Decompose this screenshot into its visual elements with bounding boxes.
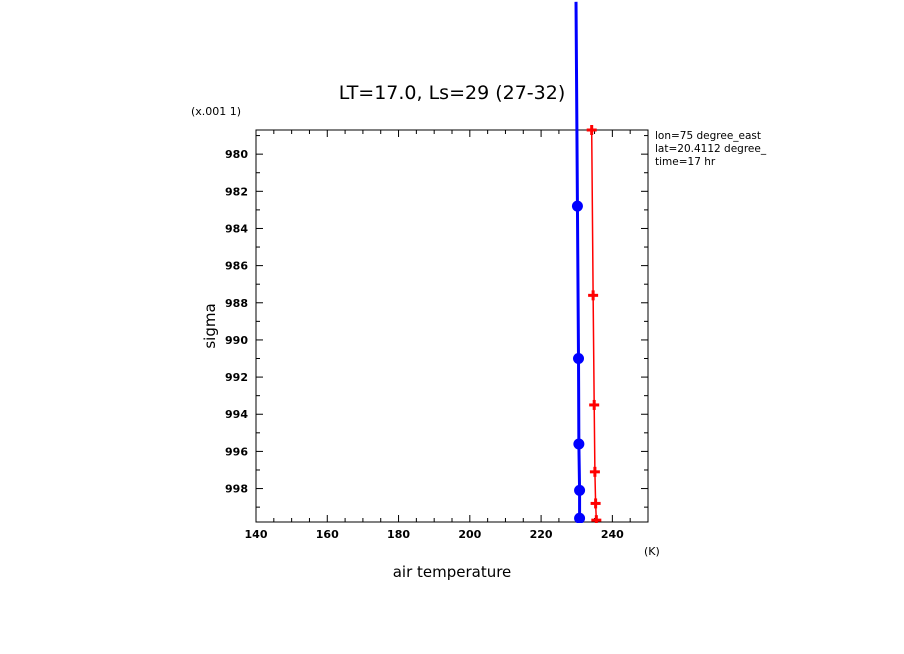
x-tick-label: 140	[245, 528, 268, 541]
y-tick-label: 994	[225, 408, 248, 421]
y-axis-label: sigma	[201, 303, 219, 348]
data-point	[571, 200, 583, 212]
data-point	[574, 484, 586, 496]
data-point	[574, 512, 586, 523]
data-point	[589, 399, 600, 410]
y-scale-note: (x.001 1)	[191, 105, 241, 118]
data-point	[590, 498, 601, 509]
axis-ticks: 140 160 180 200 220 240 980 982 984 986 988 990 992 9…	[225, 130, 648, 541]
data-point	[589, 466, 600, 477]
data-point	[591, 515, 602, 523]
y-tick-label: 988	[225, 297, 248, 310]
series-line	[590, 129, 598, 521]
info-line-lat: lat=20.4112 degree_	[655, 143, 767, 155]
y-tick-label: 982	[225, 185, 248, 198]
y-tick-label: 990	[225, 334, 248, 347]
chart-title: LT=17.0, Ls=29 (27-32)	[339, 82, 566, 104]
plot-frame	[255, 129, 649, 523]
y-tick-label: 996	[225, 445, 248, 458]
x-axis-label: air temperature	[393, 563, 512, 581]
info-line-lon: lon=75 degree_east	[655, 130, 761, 142]
x-unit-label: (K)	[644, 545, 660, 558]
x-tick-label: 160	[316, 528, 339, 541]
y-tick-label: 984	[225, 222, 248, 235]
info-line-time: time=17 hr	[655, 156, 716, 168]
series-0	[571, 1, 586, 523]
series-layer	[571, 1, 602, 523]
data-point	[573, 438, 585, 450]
y-tick-label: 998	[225, 483, 248, 496]
x-tick-label: 200	[458, 528, 481, 541]
info-box: lon=75 degree_east lat=20.4112 degree_ t…	[655, 130, 767, 168]
y-tick-label: 992	[225, 371, 248, 384]
y-tick-label: 980	[225, 148, 248, 161]
data-point	[573, 353, 585, 365]
y-tick-label: 986	[225, 260, 248, 273]
x-tick-label: 180	[387, 528, 410, 541]
x-tick-label: 240	[601, 528, 624, 541]
data-point	[588, 290, 599, 301]
series-1	[586, 125, 602, 523]
x-tick-label: 220	[530, 528, 553, 541]
data-point	[586, 125, 597, 135]
